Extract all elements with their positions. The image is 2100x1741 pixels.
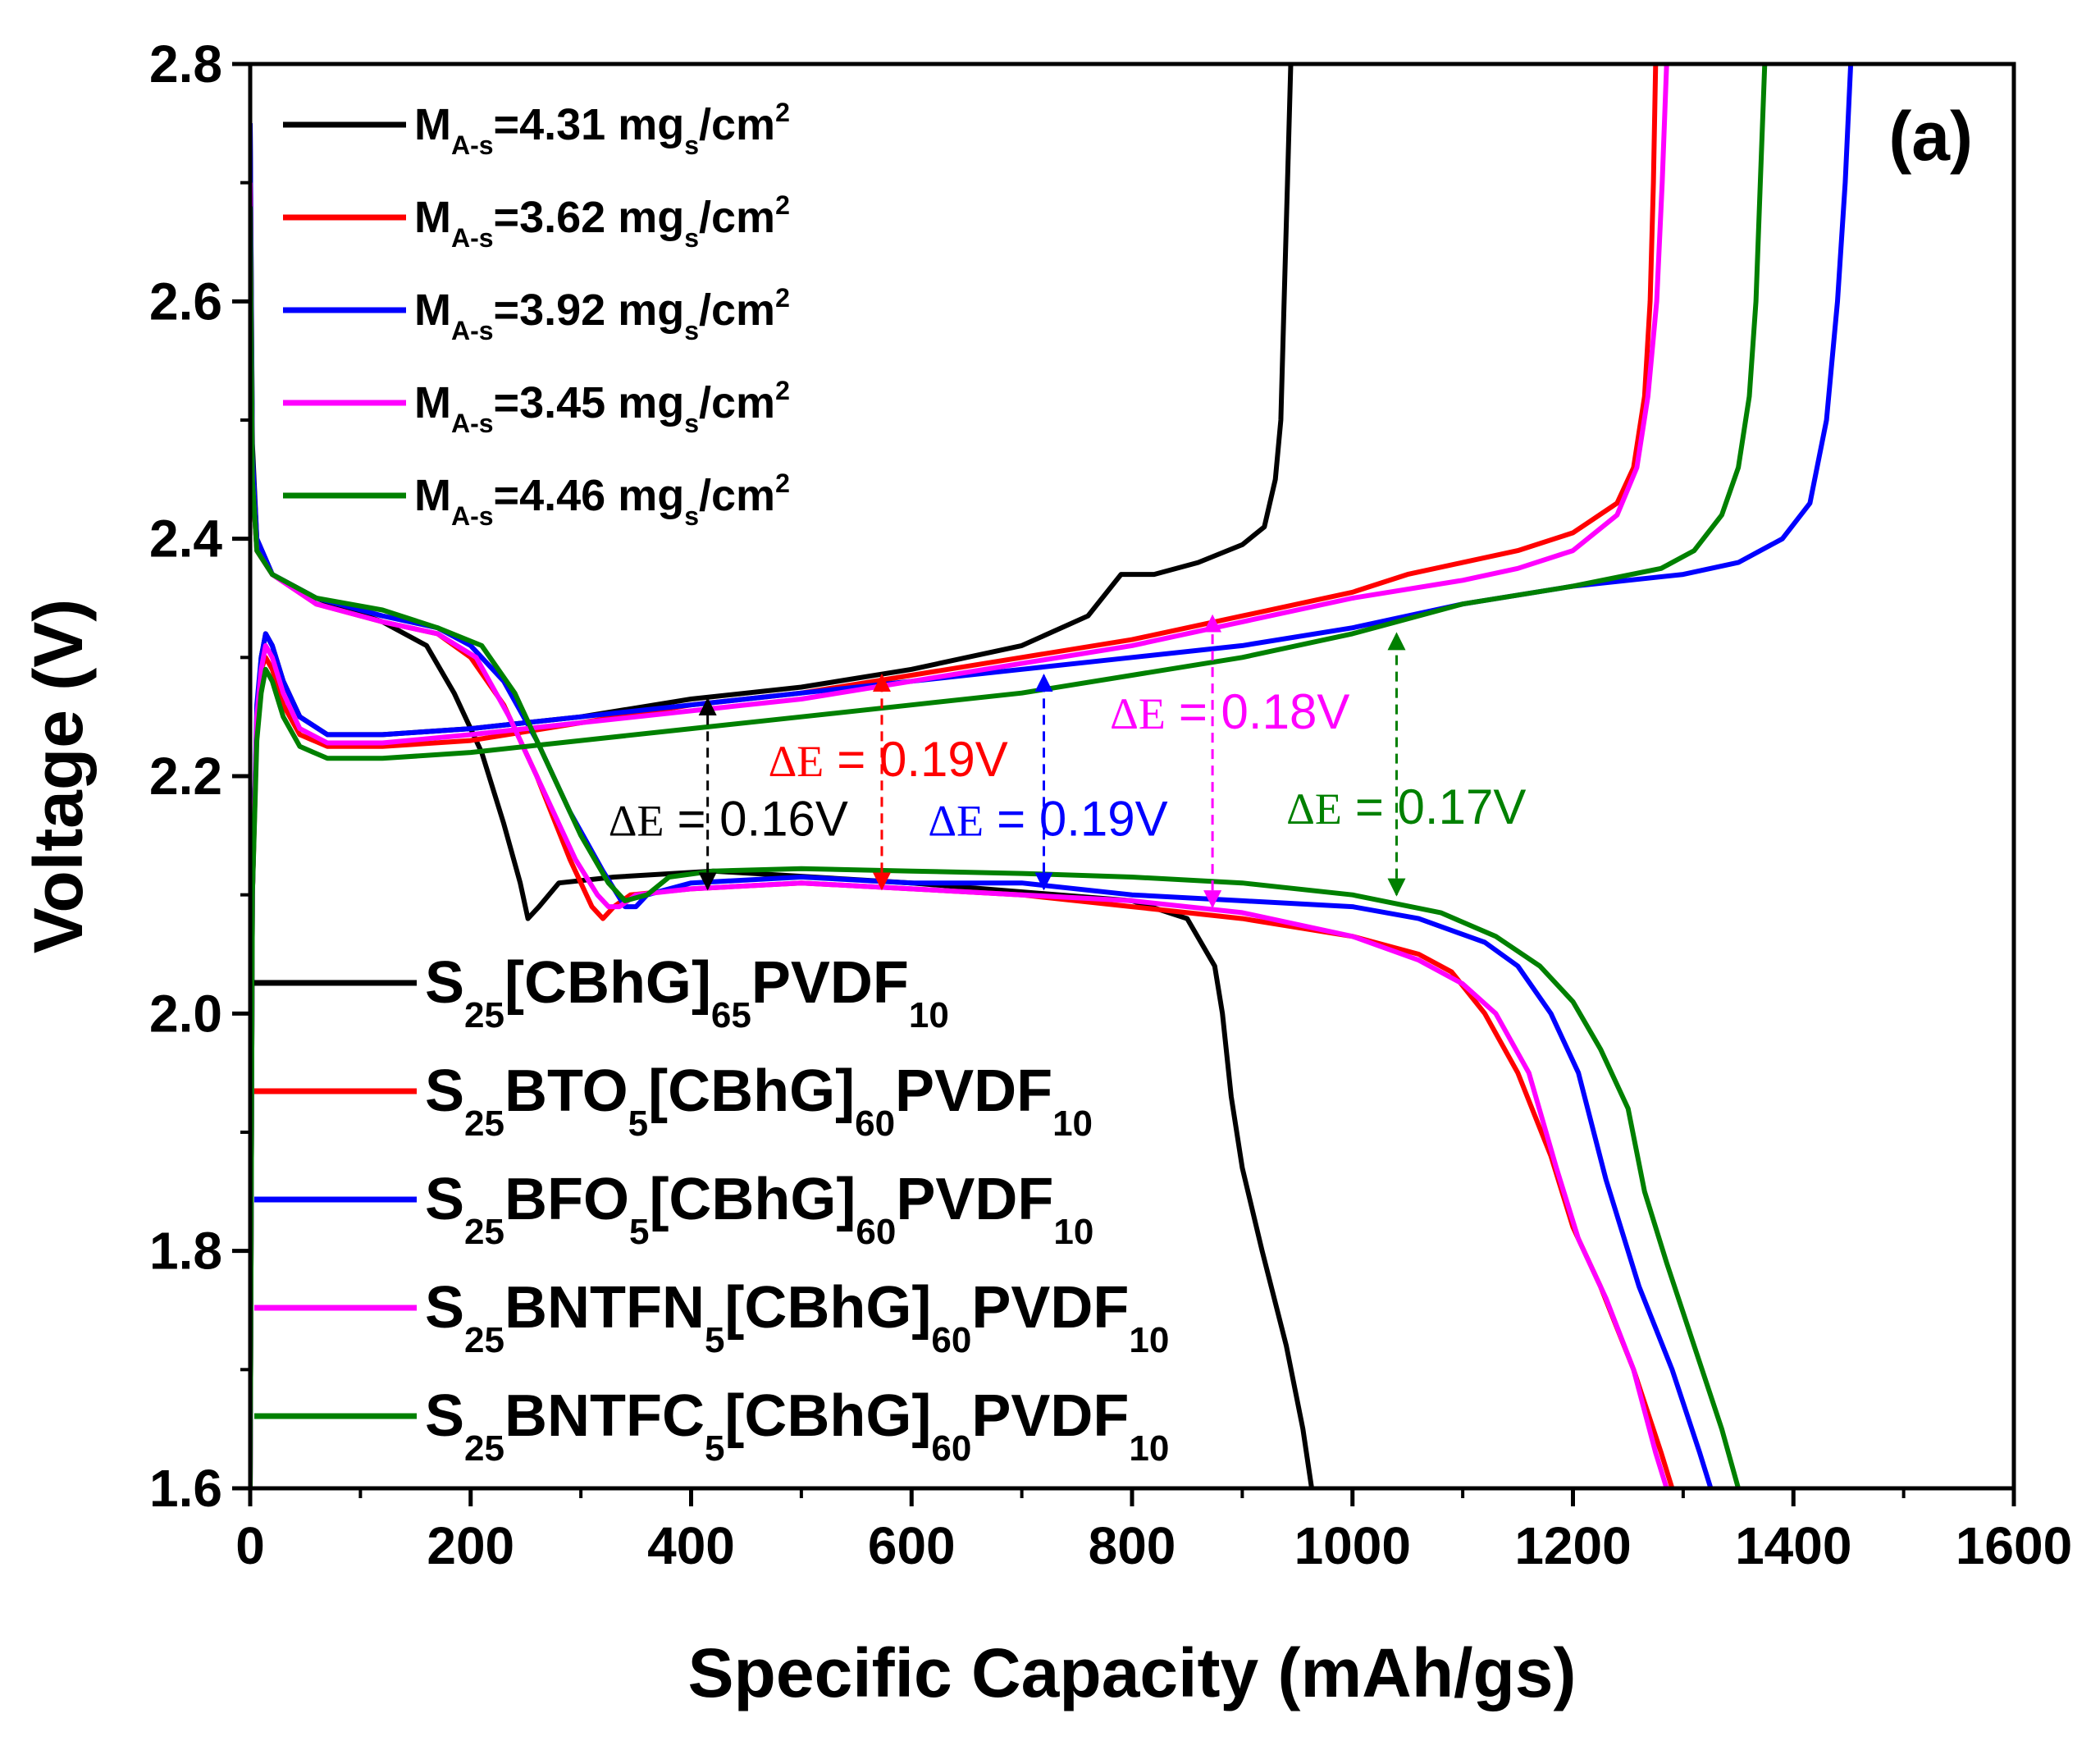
x-tick-label: 1600 (1956, 1516, 2072, 1575)
legend-top-entry: MA-s=3.92 mgs/cm2 (414, 283, 790, 345)
y-tick-label: 2.0 (149, 984, 222, 1043)
series-4-charge-curve (250, 64, 1669, 1488)
legend-bottom-entry: S25BFO5[CBhG]60PVDF10 (425, 1167, 1093, 1252)
legend-top-entry: MA-s=3.45 mgs/cm2 (414, 376, 790, 438)
series-4-discharge-curve (250, 182, 1669, 1488)
x-axis-title: Specific Capacity (mAh/gs) (688, 1634, 1577, 1711)
delta-e-label: ΔE = 0.17V (1286, 779, 1526, 834)
x-tick-label: 1200 (1514, 1516, 1631, 1575)
axes: 0 200 400 600 800 1000 1200 1400 1600 1.6 1.8 2.0 2.… (149, 34, 2072, 1575)
y-axis-title: Voltage (V) (20, 599, 97, 953)
y-tick-label: 1.8 (149, 1222, 222, 1281)
series-2-charge-curve (250, 64, 1659, 1488)
y-tick-label: 2.6 (149, 272, 222, 331)
delta-e-label: ΔE = 0.16V (609, 791, 848, 846)
y-tick-label: 2.4 (149, 510, 222, 569)
x-tick-label: 400 (647, 1516, 735, 1575)
legend-top-entry: MA-s=4.46 mgs/cm2 (414, 468, 790, 531)
x-tick-label: 600 (868, 1516, 956, 1575)
x-tick-label: 200 (427, 1516, 514, 1575)
legend-bottom-entry: S25BNTFC5[CBhG]60PVDF10 (425, 1383, 1169, 1469)
x-tick-label: 1400 (1735, 1516, 1851, 1575)
x-tick-label: 800 (1089, 1516, 1176, 1575)
y-tick-label: 2.8 (149, 34, 222, 94)
legend-bottom-entry: S25BNTFN5[CBhG]60PVDF10 (425, 1275, 1169, 1360)
legend-top-entry: MA-s=3.62 mgs/cm2 (414, 190, 790, 253)
legends: MA-s=4.31 mgs/cm2 MA-s=3.62 mgs/cm2 MA-s=3… (254, 98, 1169, 1469)
x-tick-label: 0 (235, 1516, 265, 1575)
series-5-charge-curve (250, 64, 1768, 1488)
legend-bottom-entry: S25BTO5[CBhG]60PVDF10 (425, 1058, 1093, 1144)
delta-e-label: ΔE = 0.18V (1110, 684, 1349, 739)
delta-e-label: ΔE = 0.19V (769, 732, 1008, 787)
series-5-discharge-curve (250, 206, 1741, 1488)
y-tick-label: 1.6 (149, 1459, 222, 1518)
y-tick-label: 2.2 (149, 747, 222, 806)
series-layer (250, 64, 1854, 1488)
legend-bottom-entry: S25[CBhG]65PVDF10 (425, 950, 949, 1035)
series-3-discharge-curve (250, 123, 1714, 1488)
legend-top-entry: MA-s=4.31 mgs/cm2 (414, 98, 790, 160)
panel-label: (a) (1888, 98, 1973, 175)
delta-e-label: ΔE = 0.19V (928, 791, 1167, 846)
x-tick-label: 1000 (1294, 1516, 1411, 1575)
